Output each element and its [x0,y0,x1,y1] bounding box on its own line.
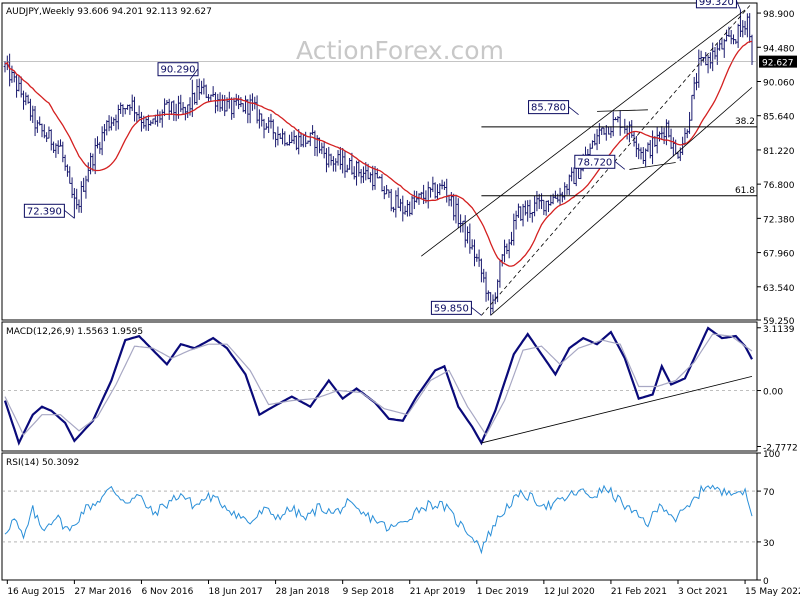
price-label-leader [189,68,199,80]
macd-signal-line [4,333,753,437]
y-tick-label: 59.250 [763,317,795,327]
y-tick-label: 81.220 [763,147,795,157]
x-tick-label: 16 Aug 2015 [7,587,65,597]
x-tick-label: 27 Mar 2016 [74,587,131,597]
pane-frame [1,452,758,581]
x-tick-label: 15 May 2022 [745,587,800,597]
y-tick-label: 63.540 [763,284,795,294]
y-tick-label: 0.00 [763,388,783,398]
x-tick-label: 12 Jul 2020 [544,587,595,597]
x-tick-label: 1 Dec 2019 [477,587,529,597]
y-tick-label: 94.480 [763,44,795,54]
pane-frame [1,2,758,321]
y-tick-label: 3.1139 [763,325,795,335]
x-tick-label: 18 Jun 2017 [209,587,263,597]
y-tick-label: 100 [763,450,780,460]
price-label: 85.780 [531,103,566,114]
macd-trendline [481,376,753,444]
price-label: 99.320 [699,0,734,8]
watermark: ActionForex.com [296,36,504,65]
y-tick-label: 76.800 [763,181,795,191]
y-tick-label: 67.960 [763,250,795,260]
price-label-leader [471,307,482,316]
price-label-leader [614,160,626,170]
price-label: 59.850 [434,303,469,314]
channel-upper-line [421,9,746,257]
current-price-label: 92.627 [762,59,794,69]
y-tick-label: 85.640 [763,113,795,123]
y-tick-label: 30 [763,539,775,549]
triangle-upper-line [597,109,648,112]
x-tick-label: 9 Sep 2018 [343,587,395,597]
y-tick-label: 72.380 [763,215,795,225]
x-tick-label: 21 Feb 2021 [611,587,667,597]
sma-line [4,40,753,267]
current-price-tag [759,55,797,68]
x-tick-label: 3 Oct 2021 [678,587,728,597]
price-label-leader [64,209,75,219]
y-tick-label: 0 [763,577,769,587]
price-label: 78.720 [577,157,612,168]
y-tick-label: 70 [763,488,775,498]
macd-line [3,326,753,446]
price-label: 72.390 [27,206,62,217]
pane-frame [1,321,758,452]
price-label-leader [736,0,741,10]
price-title: AUDJPY,Weekly 93.606 94.201 92.113 92.62… [6,7,212,17]
channel-lower-line [490,87,753,316]
x-tick-label: 21 Apr 2019 [410,587,466,597]
fib-level-label: 61.8 [735,186,755,196]
dashed-trendline [481,2,753,316]
price-label: 90.290 [161,65,196,76]
fib-level-label: 38.2 [735,117,755,127]
x-tick-label: 28 Jan 2018 [276,587,330,597]
rsi-line [4,484,753,555]
price-label-leader [568,106,579,115]
price-bars [3,9,754,316]
macd-title: MACD(12,26,9) 1.5563 1.9595 [6,327,143,337]
y-tick-label: -2.7772 [763,444,798,454]
triangle-lower-line [629,162,676,170]
y-tick-label: 90.060 [763,78,795,88]
y-tick-label: 98.900 [763,10,795,20]
rsi-title: RSI(14) 50.3092 [6,458,79,468]
x-tick-label: 6 Nov 2016 [141,587,193,597]
